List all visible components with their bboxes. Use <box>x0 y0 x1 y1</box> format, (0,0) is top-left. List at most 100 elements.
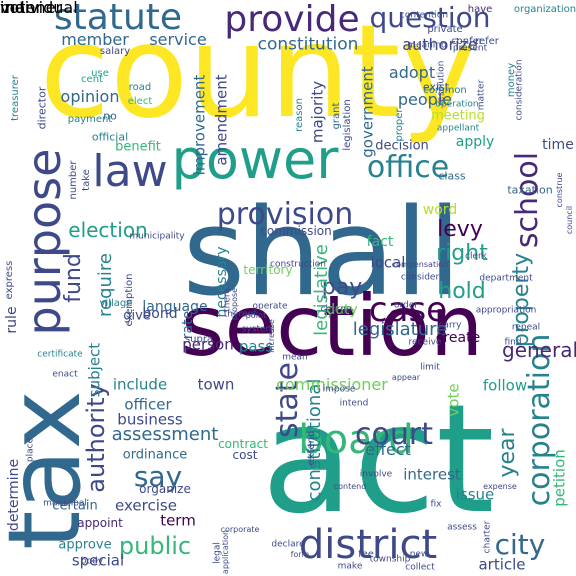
cloud-word: consideration <box>514 59 525 121</box>
cloud-word: take <box>81 169 92 191</box>
cloud-word: office <box>366 150 450 185</box>
cloud-word: provide <box>224 0 360 40</box>
cloud-word: election <box>68 218 148 242</box>
cloud-word: general <box>501 338 576 362</box>
cloud-word: state <box>270 362 305 438</box>
cloud-word: member <box>61 30 129 49</box>
cloud-word: issue <box>455 485 495 504</box>
cloud-word: charter <box>482 520 493 554</box>
cloud-word: interest <box>403 465 461 484</box>
cloud-word: government <box>358 66 377 158</box>
cloud-word: cost <box>232 448 258 462</box>
cloud-word: taxation <box>507 183 553 197</box>
cloud-word: provision <box>216 197 354 232</box>
cloud-word: levy <box>437 217 483 242</box>
cloud-word: have <box>467 4 493 15</box>
cloud-word: meeting <box>431 108 485 124</box>
cloud-word: compensation <box>391 260 449 269</box>
cloud-word: appoint <box>77 516 123 530</box>
cloud-word: town <box>197 375 235 394</box>
cloud-word: adopt <box>388 63 436 82</box>
cloud-word: individual <box>0 0 78 17</box>
cloud-word: charge <box>320 304 352 315</box>
cloud-word: person <box>182 335 234 354</box>
cloud-word: legislature <box>352 319 448 340</box>
cloud-word: fund <box>61 253 86 303</box>
cloud-word: shall <box>182 184 462 323</box>
cloud-word: organize <box>139 482 191 496</box>
cloud-word: power <box>171 128 339 191</box>
cloud-word: township <box>369 554 411 565</box>
cloud-word: order <box>394 300 418 311</box>
cloud-word: director <box>35 86 49 130</box>
cloud-word: operation <box>435 99 479 110</box>
cloud-word: find <box>504 337 522 348</box>
cloud-word: benefit <box>115 139 161 155</box>
cloud-word: point <box>245 311 267 320</box>
cloud-word: involve <box>359 469 393 480</box>
cloud-word: corporate <box>220 525 260 534</box>
cloud-word: pay <box>321 275 363 300</box>
cloud-word: expense <box>483 482 517 491</box>
cloud-word: construe <box>555 172 564 208</box>
cloud-word: cent <box>81 74 103 85</box>
cloud-word: duty <box>326 302 358 318</box>
cloud-word: common <box>423 85 467 96</box>
cloud-word: question <box>369 1 491 34</box>
cloud-word: fix <box>430 499 442 510</box>
cloud-word: commission <box>260 224 332 238</box>
cloud-word: appellant <box>436 123 480 134</box>
cloud-word: rule <box>4 306 20 334</box>
cloud-word: statute <box>53 0 183 38</box>
cloud-word: approve <box>58 537 112 553</box>
cloud-word: fee <box>358 549 374 560</box>
cloud-word: special <box>71 551 125 570</box>
cloud-word: petition <box>550 449 569 507</box>
cloud-word: school <box>510 151 545 249</box>
cloud-word: constitution <box>257 34 359 55</box>
cloud-word: road <box>128 82 152 93</box>
cloud-word: system <box>241 324 275 335</box>
cloud-word: word <box>422 202 458 218</box>
cloud-word: service <box>149 30 207 49</box>
cloud-word: meaning <box>407 40 447 51</box>
cloud-word: vote <box>444 383 463 417</box>
cloud-word: mean <box>282 352 308 363</box>
cloud-word: clerk <box>465 251 487 262</box>
cloud-word: language <box>142 299 208 315</box>
cloud-word: manner <box>0 0 63 17</box>
cloud-word: treasurer <box>10 75 21 121</box>
cloud-word: court <box>355 417 433 452</box>
cloud-word: fact <box>366 234 394 250</box>
cloud-word: business <box>117 410 183 429</box>
cloud-word: new <box>409 549 429 560</box>
cloud-word: local <box>370 253 406 272</box>
cloud-word: follow <box>482 376 528 395</box>
cloud-word: voter <box>0 0 42 17</box>
cloud-word: construction <box>270 259 326 270</box>
cloud-word: declare <box>271 539 305 550</box>
cloud-word: department <box>479 273 533 284</box>
cloud-word: ordinance <box>122 447 188 463</box>
cloud-word: include <box>112 375 168 394</box>
cloud-word: number <box>68 160 79 200</box>
cloud-word: apply <box>455 134 495 150</box>
cloud-word: assessment <box>111 424 219 445</box>
cloud-word: place <box>25 437 36 463</box>
cloud-word: amendment <box>212 74 231 166</box>
cloud-word: make <box>337 561 363 572</box>
cloud-word: use <box>91 68 109 79</box>
cloud-word: time <box>542 137 574 153</box>
cloud-word: contend <box>333 482 367 491</box>
cloud-word: act <box>261 373 495 547</box>
cloud-word: city <box>494 528 546 561</box>
cloud-word: contract <box>218 437 268 451</box>
cloud-word: certain <box>52 498 98 514</box>
cloud-word: law <box>92 146 168 197</box>
cloud-word: effect <box>365 440 411 459</box>
cloud-word: body <box>80 556 104 567</box>
cloud-word: legislation <box>342 99 353 151</box>
cloud-word: salary <box>99 46 131 57</box>
cloud-word: municipal <box>43 498 87 509</box>
cloud-word: extend <box>306 430 317 466</box>
